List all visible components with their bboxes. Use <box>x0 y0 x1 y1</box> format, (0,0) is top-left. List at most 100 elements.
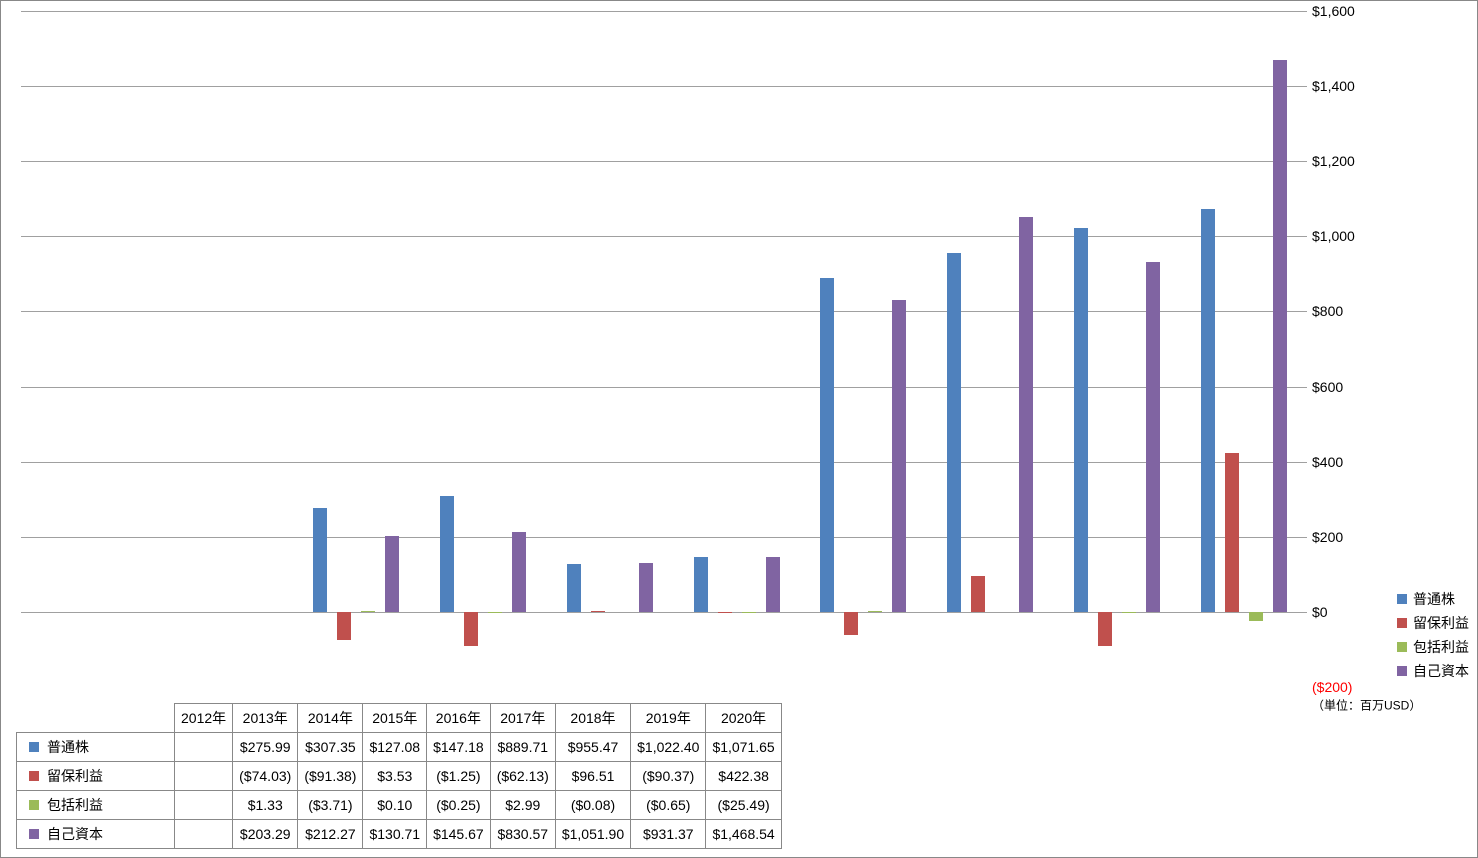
bar <box>313 508 327 612</box>
bar <box>1074 228 1088 612</box>
row-label-text: 包括利益 <box>47 795 103 815</box>
table-cell: $96.51 <box>555 762 630 791</box>
legend-swatch <box>1397 594 1407 604</box>
table-cell: ($25.49) <box>706 791 781 820</box>
row-swatch <box>29 742 39 752</box>
table-cell <box>175 820 233 849</box>
table-cell: $3.53 <box>363 762 427 791</box>
bar <box>766 557 780 612</box>
table-cell: $307.35 <box>298 733 363 762</box>
legend-swatch <box>1397 618 1407 628</box>
row-swatch <box>29 800 39 810</box>
table-col-header: 2017年 <box>490 704 555 733</box>
table-cell: $203.29 <box>233 820 298 849</box>
row-label-text: 普通株 <box>47 737 89 757</box>
table-cell: ($91.38) <box>298 762 363 791</box>
legend-label: 包括利益 <box>1413 637 1469 657</box>
table-cell: $1,051.90 <box>555 820 630 849</box>
table-cell: $0.10 <box>363 791 427 820</box>
table-col-header: 2013年 <box>233 704 298 733</box>
bar <box>337 612 351 640</box>
table-cell: $1,468.54 <box>706 820 781 849</box>
bar <box>512 532 526 612</box>
table-corner <box>17 704 175 733</box>
legend-label: 留保利益 <box>1413 613 1469 633</box>
plot-area: $1,600$1,400$1,200$1,000$800$600$400$200… <box>21 11 1307 687</box>
row-label: 自己資本 <box>23 824 168 844</box>
row-label: 留保利益 <box>23 766 168 786</box>
gridline <box>21 537 1307 538</box>
table-cell: $130.71 <box>363 820 427 849</box>
table-row: 留保利益 ($74.03)($91.38)$3.53($1.25)($62.13)… <box>17 762 782 791</box>
bar <box>971 576 985 612</box>
table-cell: ($0.08) <box>555 791 630 820</box>
bar <box>591 611 605 612</box>
table-cell: $147.18 <box>427 733 491 762</box>
bar <box>1019 217 1033 612</box>
table-cell: $830.57 <box>490 820 555 849</box>
table-cell: $889.71 <box>490 733 555 762</box>
table-cell: $127.08 <box>363 733 427 762</box>
row-label: 包括利益 <box>23 795 168 815</box>
gridline <box>21 11 1307 12</box>
row-swatch <box>29 771 39 781</box>
bar <box>639 563 653 612</box>
table-cell: ($62.13) <box>490 762 555 791</box>
gridline <box>21 236 1307 237</box>
table-col-header: 2016年 <box>427 704 491 733</box>
table-cell: $422.38 <box>706 762 781 791</box>
legend-label: 自己資本 <box>1413 661 1469 681</box>
bar <box>820 278 834 612</box>
bar <box>694 557 708 612</box>
bar <box>440 496 454 611</box>
bar <box>464 612 478 646</box>
table-col-header: 2020年 <box>706 704 781 733</box>
table-cell <box>175 733 233 762</box>
bar <box>567 564 581 612</box>
table-row: 自己資本$203.29$212.27$130.71$145.67$830.57$… <box>17 820 782 849</box>
legend-swatch <box>1397 666 1407 676</box>
table-cell: $1,071.65 <box>706 733 781 762</box>
legend-label: 普通株 <box>1413 589 1455 609</box>
legend-item: 普通株 <box>1397 589 1469 609</box>
gridline <box>21 387 1307 388</box>
row-label-text: 自己資本 <box>47 824 103 844</box>
row-label: 普通株 <box>23 737 168 757</box>
bar <box>1146 262 1160 612</box>
table-cell <box>175 762 233 791</box>
bar <box>892 300 906 612</box>
table-cell: ($0.65) <box>631 791 706 820</box>
table-cell: ($0.25) <box>427 791 491 820</box>
table-cell: $2.99 <box>490 791 555 820</box>
bar <box>868 611 882 612</box>
gridline <box>21 86 1307 87</box>
table-col-header: 2014年 <box>298 704 363 733</box>
gridline <box>21 462 1307 463</box>
table-col-header: 2018年 <box>555 704 630 733</box>
table-col-header: 2012年 <box>175 704 233 733</box>
row-label-text: 留保利益 <box>47 766 103 786</box>
table-row: 包括利益$1.33($3.71)$0.10($0.25)$2.99($0.08)… <box>17 791 782 820</box>
table-cell: $275.99 <box>233 733 298 762</box>
table-cell: ($74.03) <box>233 762 298 791</box>
data-table: 2012年2013年2014年2015年2016年2017年2018年2019年… <box>16 703 782 849</box>
chart-container: $1,600$1,400$1,200$1,000$800$600$400$200… <box>0 0 1478 858</box>
bar <box>1098 612 1112 646</box>
table-header-row: 2012年2013年2014年2015年2016年2017年2018年2019年… <box>17 704 782 733</box>
table-cell: $212.27 <box>298 820 363 849</box>
bar <box>1201 209 1215 611</box>
gridline <box>21 311 1307 312</box>
table-cell: ($1.25) <box>427 762 491 791</box>
legend-item: 包括利益 <box>1397 637 1469 657</box>
gridline <box>21 612 1307 613</box>
table-cell: $145.67 <box>427 820 491 849</box>
bar <box>1273 60 1287 612</box>
table-cell <box>175 791 233 820</box>
table-cell: ($3.71) <box>298 791 363 820</box>
bar <box>1249 612 1263 622</box>
bar <box>488 612 502 613</box>
y-axis-and-legend: 普通株留保利益包括利益自己資本 <box>1349 5 1469 687</box>
unit-label: （単位：百万USD） <box>1312 697 1472 714</box>
bar <box>385 536 399 612</box>
table-col-header: 2015年 <box>363 704 427 733</box>
